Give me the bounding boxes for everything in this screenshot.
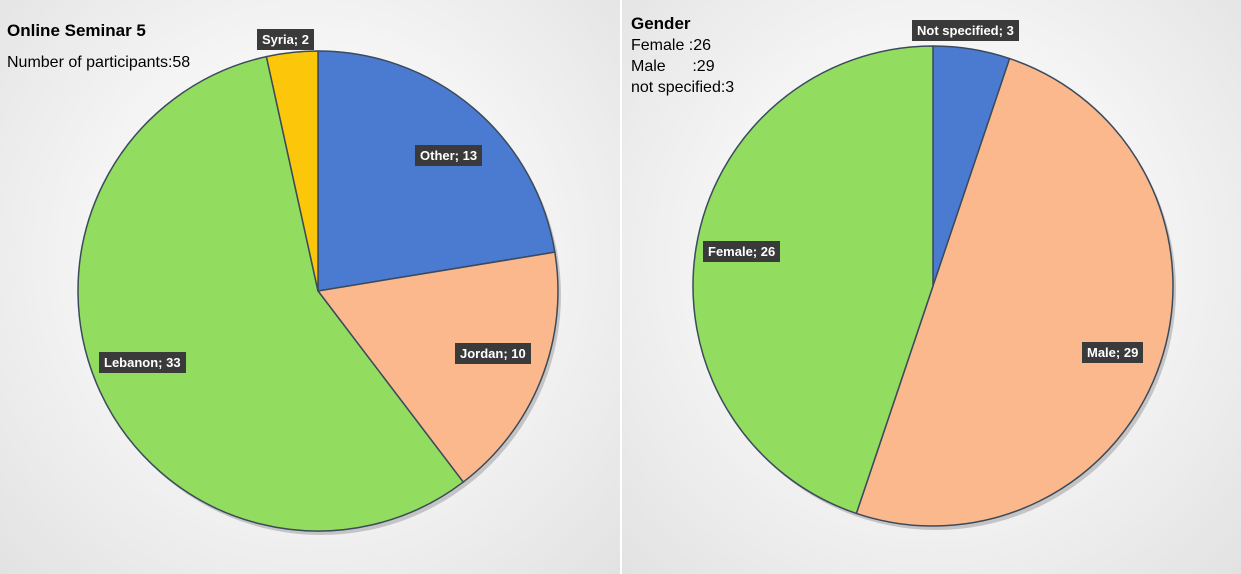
seminar-slice-syria <box>265 50 319 292</box>
data-label-female: Female; 26 <box>703 241 781 262</box>
gender-slice-male <box>855 57 1174 527</box>
chart-title-gender: Gender <box>631 14 691 33</box>
data-label-syria: Syria; 2 <box>257 29 314 50</box>
data-label-not-specified: Not specified; 3 <box>912 20 1019 41</box>
chart-panel-gender: Gender Female :26 Male :29 not specified… <box>622 0 1241 574</box>
chart-title-seminar: Online Seminar 5 <box>7 21 146 40</box>
gender-summary-female: Female :26 <box>631 37 712 54</box>
pie-chart-gender <box>692 45 1176 530</box>
panel-divider <box>620 0 622 574</box>
chart-subtitle-participants: Number of participants:58 <box>7 54 191 71</box>
pie-chart-seminar <box>77 50 561 535</box>
chart-panel-seminar: Online Seminar 5 Number of participants:… <box>0 0 620 574</box>
data-label-male: Male; 29 <box>1082 342 1144 363</box>
seminar-slice-other <box>317 50 556 292</box>
data-label-lebanon: Lebanon; 33 <box>99 352 186 373</box>
data-label-other: Other; 13 <box>415 145 483 166</box>
gender-summary-male: Male :29 <box>631 58 715 75</box>
data-label-jordan: Jordan; 10 <box>455 343 531 364</box>
seminar-slice-lebanon <box>77 55 464 532</box>
gender-summary-not-specified: not specified:3 <box>631 79 735 96</box>
seminar-slice-jordan <box>317 251 559 483</box>
gender-slice-female <box>692 45 934 515</box>
